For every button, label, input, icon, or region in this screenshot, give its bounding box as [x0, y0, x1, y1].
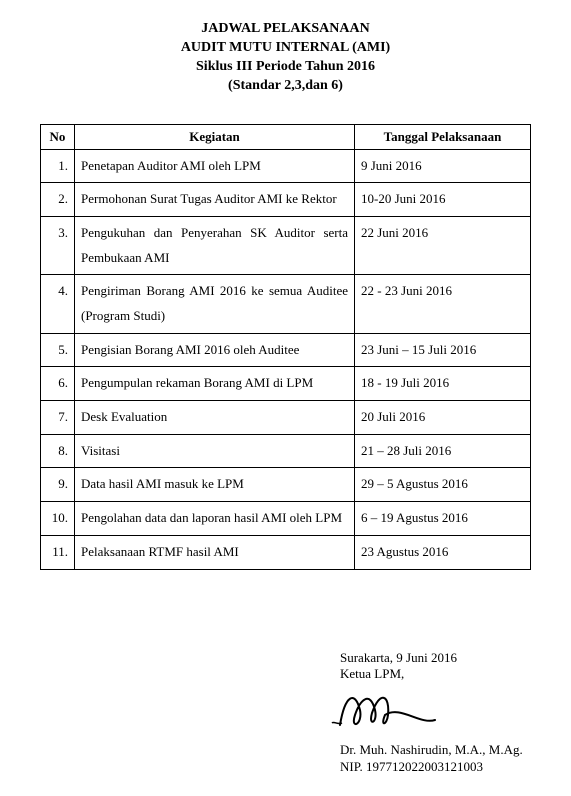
header-line-3: Siklus III Periode Tahun 2016	[40, 58, 531, 77]
cell-kegiatan: Pengolahan data dan laporan hasil AMI ol…	[75, 502, 355, 536]
table-row: 11.Pelaksanaan RTMF hasil AMI23 Agustus …	[41, 535, 531, 569]
cell-no: 8.	[41, 434, 75, 468]
signature-block: Surakarta, 9 Juni 2016 Ketua LPM, Dr. Mu…	[340, 650, 531, 776]
table-row: 1.Penetapan Auditor AMI oleh LPM9 Juni 2…	[41, 149, 531, 183]
cell-tanggal: 18 - 19 Juli 2016	[355, 367, 531, 401]
signature-place-date: Surakarta, 9 Juni 2016	[340, 650, 531, 667]
table-row: 3.Pengukuhan dan Penyerahan SK Auditor s…	[41, 216, 531, 274]
cell-kegiatan: Data hasil AMI masuk ke LPM	[75, 468, 355, 502]
cell-tanggal: 21 – 28 Juli 2016	[355, 434, 531, 468]
cell-tanggal: 29 – 5 Agustus 2016	[355, 468, 531, 502]
table-row: 4.Pengiriman Borang AMI 2016 ke semua Au…	[41, 275, 531, 333]
cell-kegiatan: Desk Evaluation	[75, 401, 355, 435]
table-row: 6.Pengumpulan rekaman Borang AMI di LPM1…	[41, 367, 531, 401]
document-header: JADWAL PELAKSANAAN AUDIT MUTU INTERNAL (…	[40, 20, 531, 96]
header-line-4: (Standar 2,3,dan 6)	[40, 77, 531, 96]
signature-icon	[330, 685, 531, 740]
cell-kegiatan: Penetapan Auditor AMI oleh LPM	[75, 149, 355, 183]
cell-tanggal: 20 Juli 2016	[355, 401, 531, 435]
signature-name: Dr. Muh. Nashirudin, M.A., M.Ag.	[340, 742, 531, 759]
col-header-tanggal: Tanggal Pelaksanaan	[355, 124, 531, 149]
cell-kegiatan: Pengukuhan dan Penyerahan SK Auditor ser…	[75, 216, 355, 274]
header-line-1: JADWAL PELAKSANAAN	[40, 20, 531, 39]
table-row: 7.Desk Evaluation20 Juli 2016	[41, 401, 531, 435]
cell-no: 3.	[41, 216, 75, 274]
cell-no: 6.	[41, 367, 75, 401]
cell-tanggal: 23 Agustus 2016	[355, 535, 531, 569]
table-header-row: No Kegiatan Tanggal Pelaksanaan	[41, 124, 531, 149]
cell-no: 1.	[41, 149, 75, 183]
table-row: 2.Permohonan Surat Tugas Auditor AMI ke …	[41, 183, 531, 217]
col-header-kegiatan: Kegiatan	[75, 124, 355, 149]
table-row: 9.Data hasil AMI masuk ke LPM29 – 5 Agus…	[41, 468, 531, 502]
table-row: 5.Pengisian Borang AMI 2016 oleh Auditee…	[41, 333, 531, 367]
cell-no: 7.	[41, 401, 75, 435]
cell-tanggal: 10-20 Juni 2016	[355, 183, 531, 217]
col-header-no: No	[41, 124, 75, 149]
table-row: 8.Visitasi21 – 28 Juli 2016	[41, 434, 531, 468]
cell-no: 4.	[41, 275, 75, 333]
cell-no: 11.	[41, 535, 75, 569]
table-row: 10.Pengolahan data dan laporan hasil AMI…	[41, 502, 531, 536]
cell-kegiatan: Permohonan Surat Tugas Auditor AMI ke Re…	[75, 183, 355, 217]
cell-kegiatan: Pengisian Borang AMI 2016 oleh Auditee	[75, 333, 355, 367]
cell-no: 2.	[41, 183, 75, 217]
cell-kegiatan: Pelaksanaan RTMF hasil AMI	[75, 535, 355, 569]
cell-no: 9.	[41, 468, 75, 502]
cell-kegiatan: Pengiriman Borang AMI 2016 ke semua Audi…	[75, 275, 355, 333]
cell-tanggal: 9 Juni 2016	[355, 149, 531, 183]
cell-tanggal: 22 Juni 2016	[355, 216, 531, 274]
cell-kegiatan: Pengumpulan rekaman Borang AMI di LPM	[75, 367, 355, 401]
signature-nip: NIP. 197712022003121003	[340, 759, 531, 776]
cell-tanggal: 22 - 23 Juni 2016	[355, 275, 531, 333]
cell-kegiatan: Visitasi	[75, 434, 355, 468]
cell-no: 10.	[41, 502, 75, 536]
cell-tanggal: 6 – 19 Agustus 2016	[355, 502, 531, 536]
cell-no: 5.	[41, 333, 75, 367]
cell-tanggal: 23 Juni – 15 Juli 2016	[355, 333, 531, 367]
signature-title: Ketua LPM,	[340, 666, 531, 683]
schedule-table: No Kegiatan Tanggal Pelaksanaan 1.Peneta…	[40, 124, 531, 570]
header-line-2: AUDIT MUTU INTERNAL (AMI)	[40, 39, 531, 58]
